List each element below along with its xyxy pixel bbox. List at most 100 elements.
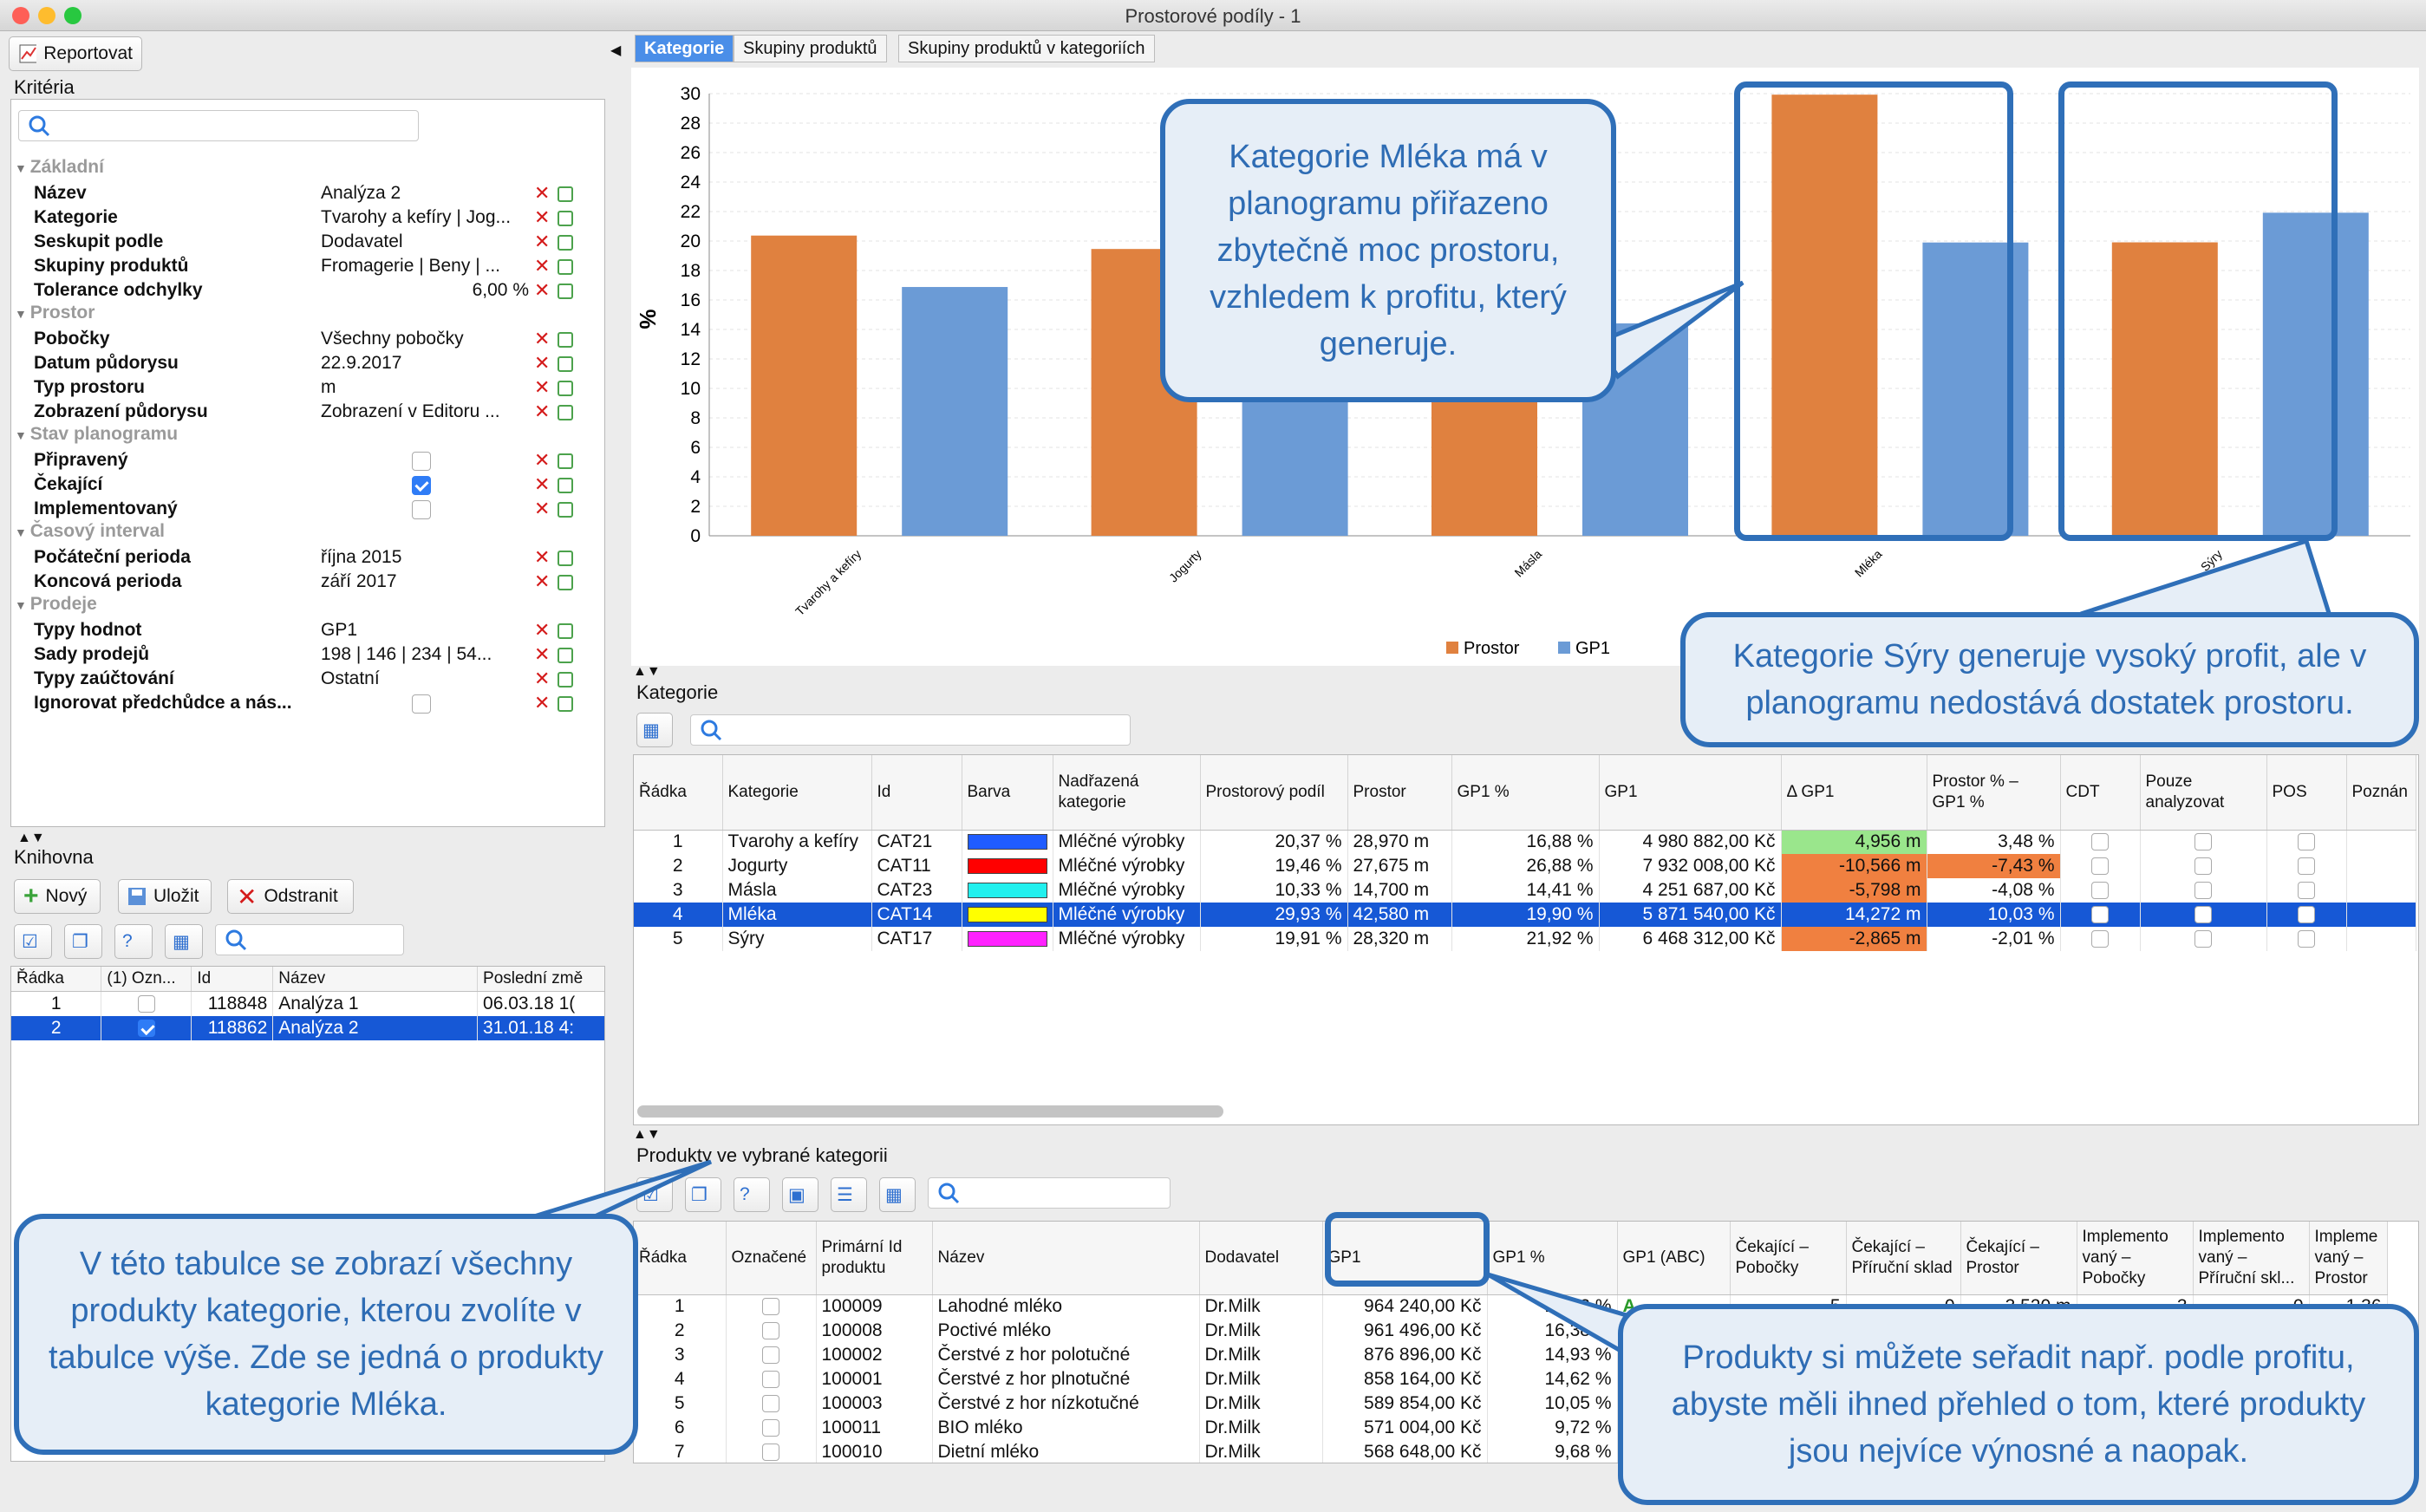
- splitter-arrows-3[interactable]: ▲▼: [633, 1127, 661, 1142]
- products-columns-button[interactable]: ▦: [879, 1177, 916, 1212]
- library-column-header[interactable]: Název: [272, 967, 479, 992]
- bar-prostor-3[interactable]: [1431, 383, 1537, 536]
- edit-icon[interactable]: [558, 502, 573, 518]
- marked-cell[interactable]: [726, 1440, 817, 1463]
- edit-icon[interactable]: [558, 381, 573, 396]
- products-column-header[interactable]: Čekající – Prostor: [1960, 1222, 2077, 1295]
- marked-cell[interactable]: [726, 1367, 817, 1391]
- row-checkbox[interactable]: [137, 1019, 155, 1037]
- flag-checkbox-cell[interactable]: [2266, 830, 2347, 854]
- edit-icon[interactable]: [558, 453, 573, 469]
- clear-icon[interactable]: ✕: [534, 692, 551, 714]
- library-row[interactable]: 2 118862 Analýza 2 31.01.18 4:: [11, 1015, 604, 1040]
- categories-column-header[interactable]: Δ GP1: [1781, 755, 1927, 831]
- criteria-row[interactable]: Implementovaný ✕: [11, 498, 588, 523]
- clear-icon[interactable]: ✕: [534, 401, 551, 422]
- library-column-header[interactable]: (1) Ozn...: [101, 967, 192, 992]
- marked-checkbox[interactable]: [762, 1346, 779, 1364]
- criteria-row[interactable]: Čekající ✕: [11, 473, 588, 499]
- categories-column-header[interactable]: Pouze analyzovat: [2140, 755, 2267, 831]
- marked-cell[interactable]: [726, 1343, 817, 1367]
- edit-icon[interactable]: [558, 284, 573, 299]
- bar-gp1-1[interactable]: [902, 287, 1008, 536]
- categories-column-header[interactable]: Řádka: [634, 755, 723, 831]
- edit-icon[interactable]: [558, 696, 573, 712]
- flag-checkbox-cell[interactable]: [2140, 878, 2267, 903]
- library-search-input[interactable]: [215, 924, 404, 955]
- clear-icon[interactable]: ✕: [534, 231, 551, 252]
- categories-column-header[interactable]: Kategorie: [722, 755, 872, 831]
- products-column-header[interactable]: Impleme vaný – Prostor: [2309, 1222, 2388, 1295]
- clear-icon[interactable]: ✕: [534, 449, 551, 471]
- clear-icon[interactable]: ✕: [534, 498, 551, 519]
- row-check-cell[interactable]: [101, 1015, 192, 1040]
- flag-checkbox-cell[interactable]: [2266, 903, 2347, 927]
- help-button[interactable]: ?: [114, 924, 153, 959]
- categories-column-header[interactable]: Barva: [962, 755, 1053, 831]
- bar-prostor-5[interactable]: [2111, 242, 2218, 536]
- flag-checkbox[interactable]: [2298, 882, 2315, 899]
- criteria-row[interactable]: Tolerance odchylky 6,00 % ✕: [11, 279, 588, 304]
- category-row[interactable]: 4 Mléka CAT14 Mléčné výrobky 29,93 % 42,580 m…: [634, 903, 2416, 927]
- criteria-row[interactable]: Kategorie Tvarohy a kefíry | Jog... ✕: [11, 206, 588, 231]
- flag-checkbox[interactable]: [2091, 882, 2109, 899]
- check-all-button[interactable]: ☑: [14, 924, 52, 959]
- edit-icon[interactable]: [558, 332, 573, 348]
- products-check-button[interactable]: ☑: [636, 1177, 673, 1212]
- products-column-header[interactable]: Implemento vaný – Pobočky: [2077, 1222, 2194, 1295]
- flag-checkbox[interactable]: [2194, 930, 2212, 948]
- criteria-section-header[interactable]: ▼ Stav planogramu: [15, 424, 179, 444]
- categories-search-input[interactable]: [690, 714, 1131, 746]
- library-column-header[interactable]: Řádka: [11, 967, 102, 992]
- criteria-checkbox[interactable]: [412, 500, 431, 519]
- clear-icon[interactable]: ✕: [534, 376, 551, 398]
- criteria-row[interactable]: Skupiny produktů Fromagerie | Beny | ... ✕: [11, 255, 588, 280]
- categories-column-header[interactable]: POS: [2266, 755, 2347, 831]
- criteria-row[interactable]: Pobočky Všechny pobočky ✕: [11, 328, 588, 353]
- tab-1[interactable]: Kategorie: [635, 35, 734, 62]
- edit-icon[interactable]: [558, 356, 573, 372]
- criteria-row[interactable]: Připravený ✕: [11, 449, 588, 474]
- flag-checkbox[interactable]: [2091, 857, 2109, 875]
- marked-cell[interactable]: [726, 1294, 817, 1319]
- columns-button[interactable]: ▦: [165, 924, 203, 959]
- products-copy-button[interactable]: ❐: [685, 1177, 721, 1212]
- edit-icon[interactable]: [558, 648, 573, 663]
- minimize-window-button[interactable]: [38, 7, 55, 24]
- splitter-arrows[interactable]: ▲▼: [17, 831, 45, 845]
- criteria-row[interactable]: Počáteční perioda října 2015 ✕: [11, 546, 588, 571]
- flag-checkbox-cell[interactable]: [2140, 903, 2267, 927]
- clear-icon[interactable]: ✕: [534, 328, 551, 349]
- categories-column-header[interactable]: CDT: [2060, 755, 2141, 831]
- edit-icon[interactable]: [558, 235, 573, 251]
- criteria-row[interactable]: Datum půdorysu 22.9.2017 ✕: [11, 352, 588, 377]
- edit-icon[interactable]: [558, 478, 573, 493]
- products-list-button[interactable]: ☰: [831, 1177, 867, 1212]
- row-checkbox[interactable]: [137, 994, 155, 1013]
- criteria-section-header[interactable]: ▼ Základní: [15, 157, 104, 177]
- marked-checkbox[interactable]: [762, 1371, 779, 1388]
- categories-column-header[interactable]: Poznán: [2346, 755, 2416, 831]
- category-row[interactable]: 3 Másla CAT23 Mléčné výrobky 10,33 % 14,700 m…: [634, 878, 2416, 903]
- criteria-row[interactable]: Ignorovat předchůdce a nás... ✕: [11, 692, 588, 717]
- flag-checkbox[interactable]: [2194, 882, 2212, 899]
- categories-columns-button[interactable]: ▦: [636, 713, 673, 747]
- collapse-triangle-icon[interactable]: ▼: [15, 307, 30, 321]
- delete-button[interactable]: ✕ Odstranit: [227, 879, 354, 914]
- marked-checkbox[interactable]: [762, 1395, 779, 1412]
- new-button[interactable]: + Nový: [14, 879, 101, 914]
- save-button[interactable]: Uložit: [118, 879, 212, 914]
- flag-checkbox-cell[interactable]: [2266, 854, 2347, 878]
- library-row[interactable]: 1 118848 Analýza 1 06.03.18 1(: [11, 991, 604, 1016]
- zoom-window-button[interactable]: [64, 7, 82, 24]
- collapse-triangle-icon[interactable]: ▼: [15, 161, 30, 175]
- category-row[interactable]: 1 Tvarohy a kefíry CAT21 Mléčné výrobky 20,3…: [634, 830, 2416, 854]
- flag-checkbox-cell[interactable]: [2060, 854, 2141, 878]
- marked-cell[interactable]: [726, 1319, 817, 1343]
- flag-checkbox-cell[interactable]: [2266, 927, 2347, 951]
- products-column-header[interactable]: Čekající – Příruční sklad: [1846, 1222, 1961, 1295]
- criteria-search-input[interactable]: [18, 110, 419, 141]
- flag-checkbox[interactable]: [2194, 833, 2212, 851]
- criteria-row[interactable]: Zobrazení půdorysu Zobrazení v Editoru ..…: [11, 401, 588, 426]
- flag-checkbox[interactable]: [2194, 906, 2212, 923]
